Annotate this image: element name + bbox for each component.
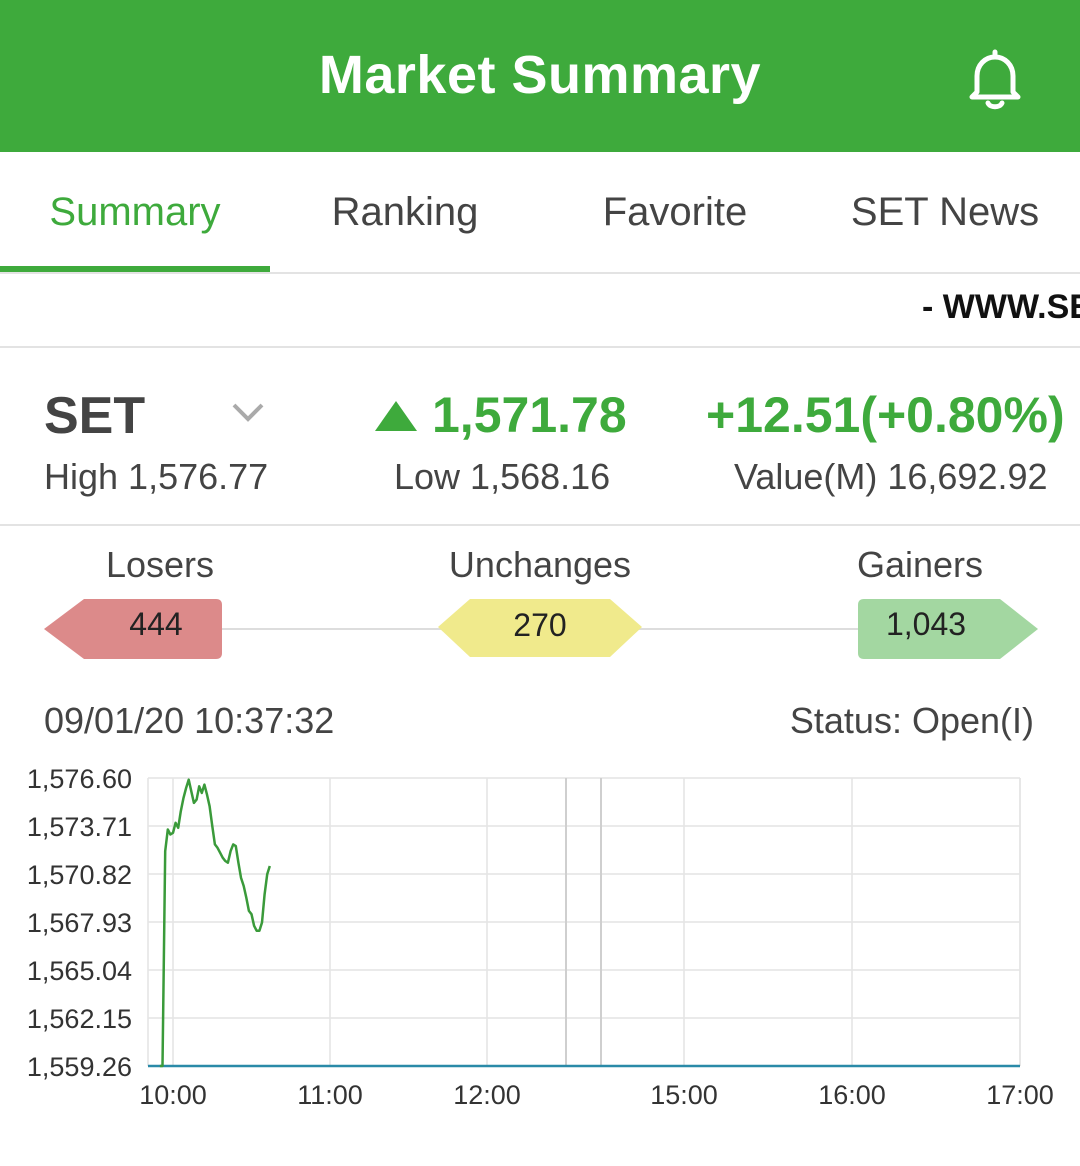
ticker-text: - WWW.SET [922, 288, 1080, 326]
timestamp: 09/01/20 10:37:32 [44, 700, 335, 741]
x-tick-label: 15:00 [650, 1080, 718, 1110]
intraday-chart[interactable]: 1,576.60 1,573.71 1,570.82 1,567.93 1,565.04… [0, 756, 1080, 1166]
page-title: Market Summary [318, 45, 762, 105]
up-arrow-icon [375, 401, 417, 431]
news-ticker[interactable]: - WWW.SET [0, 274, 1080, 348]
index-high: High 1,576.77 [44, 456, 269, 497]
chevron-down-icon[interactable] [228, 398, 268, 426]
market-status: Status: Open(I) [789, 700, 1034, 741]
index-name: SET [44, 387, 146, 445]
x-tick-label: 17:00 [986, 1080, 1054, 1110]
y-tick-label: 1,567.93 [27, 908, 132, 938]
x-tick-label: 11:00 [297, 1080, 363, 1110]
unchanged-badge [438, 599, 642, 657]
x-tick-label: 10:00 [139, 1080, 207, 1110]
index-value-m: Value(M) 16,692.92 [734, 456, 1048, 497]
losers-count: 444 [129, 606, 183, 642]
unchanged-count: 270 [513, 607, 567, 643]
tab-set-news[interactable]: SET News [850, 189, 1040, 234]
gainers-count: 1,043 [885, 606, 967, 642]
x-tick-label: 12:00 [453, 1080, 521, 1110]
y-tick-label: 1,559.26 [27, 1052, 132, 1082]
index-summary: SET 1,571.78 +12.51(+0.80%) High 1,576.7… [0, 348, 1080, 526]
y-tick-label: 1,565.04 [27, 956, 132, 986]
y-tick-label: 1,573.71 [27, 812, 132, 842]
index-low: Low 1,568.16 [394, 456, 611, 497]
tab-favorite[interactable]: Favorite [602, 189, 748, 234]
active-tab-indicator [0, 266, 270, 272]
index-change: +12.51(+0.80%) [706, 387, 1065, 443]
index-value: 1,571.78 [432, 387, 627, 443]
y-tick-label: 1,570.82 [27, 860, 132, 890]
gainers-badge [858, 599, 1038, 659]
tab-bar: Summary Ranking Favorite SET News [0, 152, 1080, 274]
losers-badge [44, 599, 222, 659]
unchanged-label: Unchanges [448, 544, 632, 585]
price-line [159, 778, 271, 1068]
y-tick-label: 1,576.60 [27, 764, 132, 794]
tab-ranking[interactable]: Ranking [331, 189, 479, 234]
app-header: Market Summary [0, 0, 1080, 152]
tab-summary[interactable]: Summary [49, 189, 221, 234]
gainers-label: Gainers [856, 544, 984, 585]
y-tick-label: 1,562.15 [27, 1004, 132, 1034]
x-tick-label: 16:00 [818, 1080, 886, 1110]
bell-icon[interactable] [960, 46, 1030, 112]
losers-label: Losers [105, 544, 215, 585]
